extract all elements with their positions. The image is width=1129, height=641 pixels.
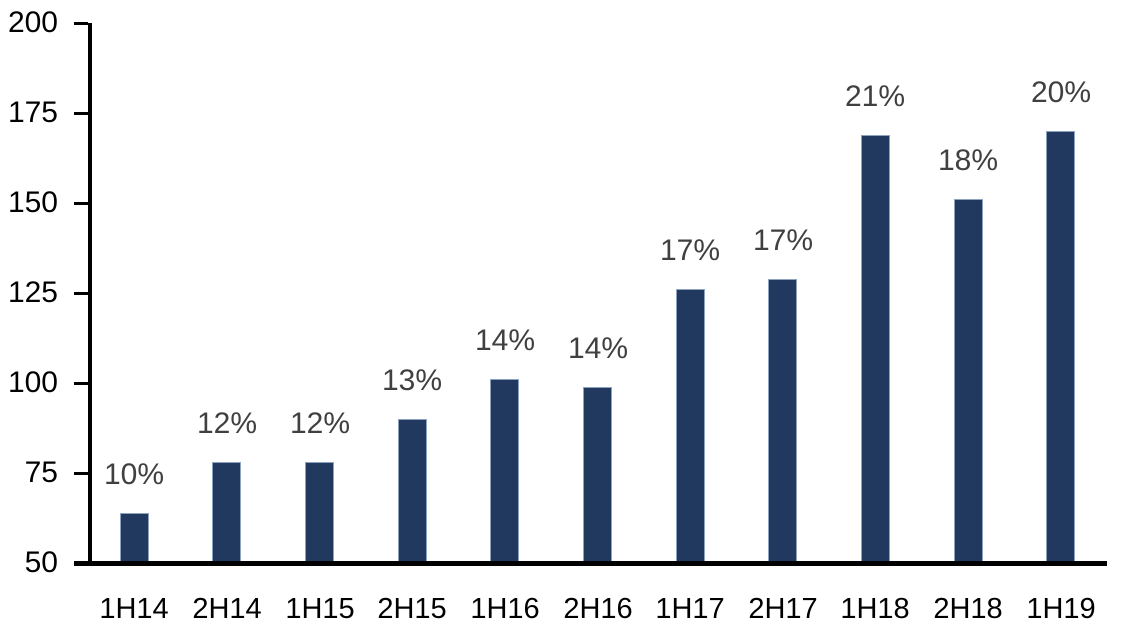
bar-data-label: 17% — [752, 224, 814, 257]
y-tick-mark — [74, 22, 88, 25]
y-tick-mark — [74, 202, 88, 205]
bar-data-label: 20% — [1030, 76, 1092, 109]
bar-data-label: 12% — [196, 407, 258, 440]
bar-data-label: 14% — [567, 332, 629, 365]
x-tick-label: 2H14 — [192, 593, 262, 625]
y-tick-mark — [74, 382, 88, 385]
x-tick-label: 1H14 — [99, 593, 169, 625]
y-tick-label: 100 — [7, 366, 58, 399]
x-tick-label: 1H19 — [1026, 593, 1096, 625]
x-tick-label: 2H15 — [377, 593, 447, 625]
bar — [583, 387, 612, 563]
y-tick-label: 175 — [7, 96, 58, 129]
y-tick-label: 75 — [24, 456, 58, 489]
bar — [490, 379, 519, 563]
y-tick-mark — [74, 472, 88, 475]
x-tick-label: 1H18 — [840, 593, 910, 625]
y-tick-label: 200 — [7, 6, 58, 39]
y-tick-mark — [74, 292, 88, 295]
y-tick-mark — [74, 112, 88, 115]
y-tick-label: 150 — [7, 186, 58, 219]
bar — [212, 462, 241, 563]
bar-data-label: 21% — [844, 80, 906, 113]
bar — [861, 135, 890, 563]
bar-data-label: 18% — [937, 144, 999, 177]
bar-data-label: 17% — [659, 234, 721, 267]
x-tick-label: 2H16 — [563, 593, 633, 625]
y-axis-line — [88, 23, 92, 563]
bar-data-label: 12% — [289, 407, 351, 440]
bar — [398, 419, 427, 563]
x-tick-label: 1H17 — [655, 593, 725, 625]
bar — [954, 199, 983, 563]
x-tick-label: 1H15 — [285, 593, 355, 625]
bar — [120, 513, 149, 563]
x-tick-label: 2H18 — [933, 593, 1003, 625]
bar — [1046, 131, 1075, 563]
x-tick-label: 2H17 — [748, 593, 818, 625]
bar — [305, 462, 334, 563]
bar — [768, 279, 797, 563]
bar-data-label: 14% — [474, 324, 536, 357]
bar — [676, 289, 705, 563]
bar-data-label: 13% — [381, 364, 443, 397]
bar-data-label: 10% — [103, 458, 165, 491]
y-tick-label: 50 — [24, 546, 58, 579]
x-tick-label: 1H16 — [470, 593, 540, 625]
x-axis-line — [74, 561, 1107, 566]
y-tick-label: 125 — [7, 276, 58, 309]
